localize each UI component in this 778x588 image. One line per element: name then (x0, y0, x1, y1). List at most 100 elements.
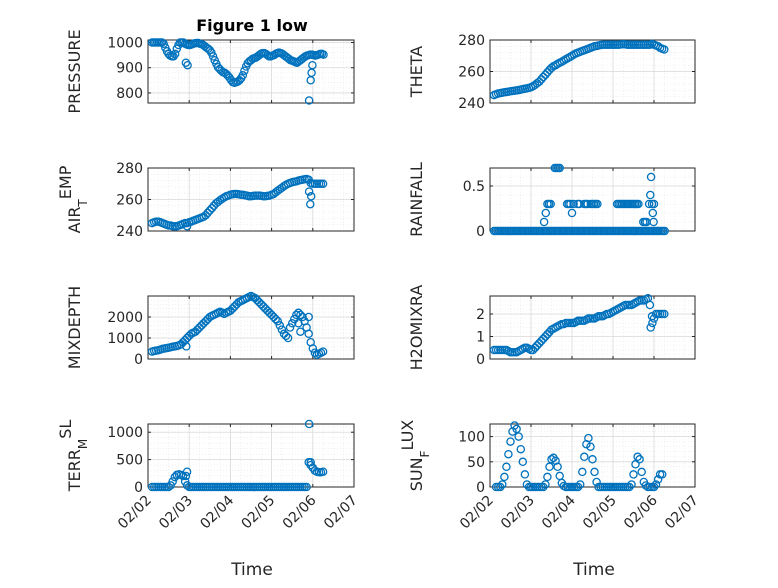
data-point (273, 316, 283, 326)
x-tick-label: 02/06 (621, 492, 661, 532)
y-axis-label-part: EMP (56, 165, 75, 199)
axes-box (147, 295, 355, 360)
data-point (182, 467, 192, 476)
data-point (307, 68, 316, 78)
data-point (183, 60, 192, 70)
data-point (648, 208, 658, 218)
data-point (547, 455, 556, 464)
y-tick-label: 0 (134, 352, 143, 368)
data-point (580, 452, 589, 462)
data-point (541, 70, 550, 79)
y-tick-label: 1000 (107, 331, 143, 347)
data-point (553, 462, 562, 472)
x-axis-label-right: Time (572, 560, 615, 580)
x-tick-label: 02/07 (662, 493, 702, 533)
data-point (506, 437, 515, 446)
data-point (637, 467, 646, 477)
y-axis-label-part: TERR (65, 449, 84, 492)
panel-7: 0 500 1000 02/02 02/03 02/04 02/05 02/06 02/07 TE… (56, 420, 361, 533)
data-point (648, 318, 657, 328)
data-point (627, 480, 636, 489)
y-tick-label: 0 (476, 480, 485, 496)
data-point (651, 480, 661, 489)
x-tick-label: 02/04 (539, 492, 579, 532)
y-axis-label-part: SL (56, 420, 75, 439)
data-point (646, 172, 656, 182)
panel-8: 0 50 100 02/02 02/03 02/04 02/05 02/06 02/07 SUNF… (398, 420, 702, 533)
y-tick-label: 1000 (107, 425, 143, 441)
data-point (657, 470, 667, 479)
data-point (546, 199, 555, 209)
data-point (631, 460, 640, 469)
data-point (641, 481, 651, 490)
series-markers (147, 419, 328, 492)
series-markers (147, 291, 328, 360)
data-point (304, 329, 313, 339)
data-point (283, 333, 293, 343)
data-point (164, 482, 173, 492)
y-axis-label: RAINFALL (407, 162, 426, 237)
data-point (575, 199, 584, 209)
y-tick-label: 1000 (107, 36, 143, 52)
data-point (203, 208, 212, 218)
x-tick-label: 02/06 (280, 492, 320, 532)
figure-title: Figure 1 low (196, 16, 308, 35)
data-point (496, 482, 505, 492)
y-axis-label: SUNFLUX (398, 420, 433, 492)
data-point (294, 319, 303, 328)
data-point (633, 452, 642, 462)
y-tick-label: 0 (476, 224, 485, 240)
data-point (649, 482, 659, 492)
data-point (304, 312, 313, 322)
data-point (271, 314, 280, 324)
series-markers (489, 39, 669, 100)
data-point (306, 199, 315, 209)
data-point (551, 60, 560, 70)
x-tick-label: 02/03 (498, 493, 538, 533)
series-markers (489, 294, 669, 357)
y-axis-label: TERRMSL (56, 420, 91, 493)
data-point (634, 199, 643, 209)
x-tick-label: 02/02 (115, 493, 155, 533)
y-tick-label: 240 (458, 96, 485, 112)
x-tick-label: 02/04 (197, 492, 237, 532)
data-point (296, 327, 305, 336)
x-tick-label: 02/05 (580, 493, 620, 533)
data-point (543, 472, 552, 482)
data-point (298, 312, 307, 322)
data-point (593, 199, 602, 209)
y-axis-label-part: LUX (398, 420, 417, 451)
data-point (304, 96, 314, 105)
data-point (500, 472, 509, 482)
panel-2: 240 260 280 THETA (407, 33, 696, 112)
data-point (539, 482, 548, 492)
y-axis-label-subscript: T (76, 199, 90, 208)
data-point (498, 480, 507, 489)
y-tick-label: 100 (458, 430, 485, 446)
x-tick-label: 02/07 (321, 493, 361, 533)
data-point (575, 480, 585, 489)
data-point (207, 203, 217, 213)
panel-3: 240 260 280 AIRTEMP (56, 161, 355, 240)
data-point (502, 462, 511, 472)
data-point (573, 482, 583, 492)
data-point (296, 310, 305, 320)
axes-box (489, 423, 696, 488)
x-tick-label: 02/05 (239, 493, 279, 533)
data-point (302, 482, 311, 492)
data-point (592, 477, 601, 487)
data-point (541, 208, 551, 218)
series-markers (147, 38, 328, 105)
data-point (304, 187, 314, 196)
data-point (285, 323, 295, 332)
y-tick-label: 0.5 (463, 179, 485, 195)
data-point (504, 449, 513, 459)
data-point (182, 342, 191, 351)
y-axis-label: PRESSURE (65, 29, 84, 113)
data-point (578, 467, 587, 477)
y-axis-label-subscript: M (76, 439, 90, 449)
data-point (306, 192, 316, 201)
axes-box (489, 295, 696, 360)
